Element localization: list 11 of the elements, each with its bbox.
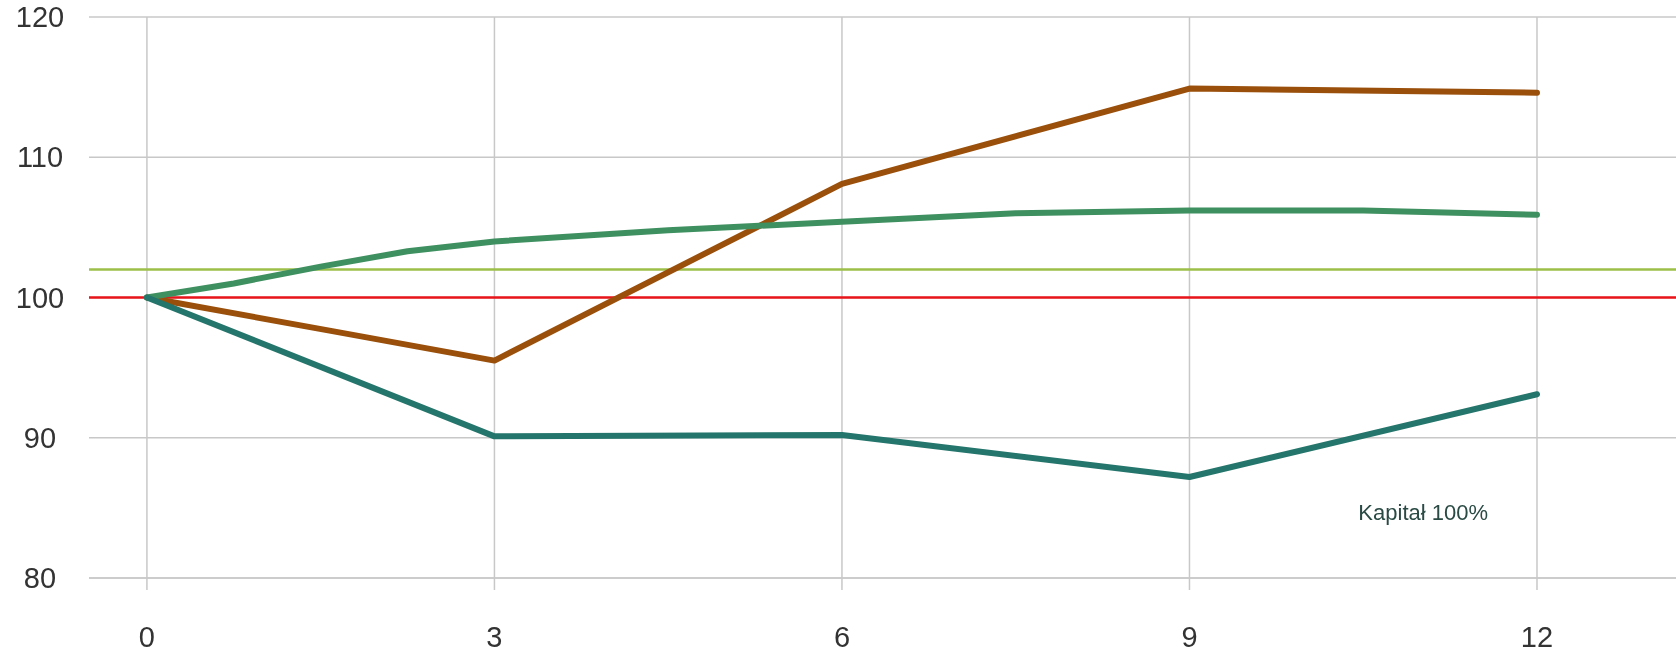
- y-tick-label: 120: [15, 1, 65, 34]
- x-tick-label: 0: [138, 621, 155, 653]
- x-tick-label: 3: [486, 621, 503, 653]
- x-tick-label: 6: [833, 621, 851, 653]
- y-tick-label: 90: [23, 421, 57, 454]
- y-tick-label: 110: [16, 141, 64, 174]
- y-tick-label: 100: [15, 281, 65, 314]
- annotation: Kapitał 100%: [1358, 500, 1488, 525]
- y-tick-label: 80: [23, 562, 57, 595]
- x-tick-label: 9: [1181, 621, 1198, 653]
- x-tick-label: 12: [1520, 621, 1554, 653]
